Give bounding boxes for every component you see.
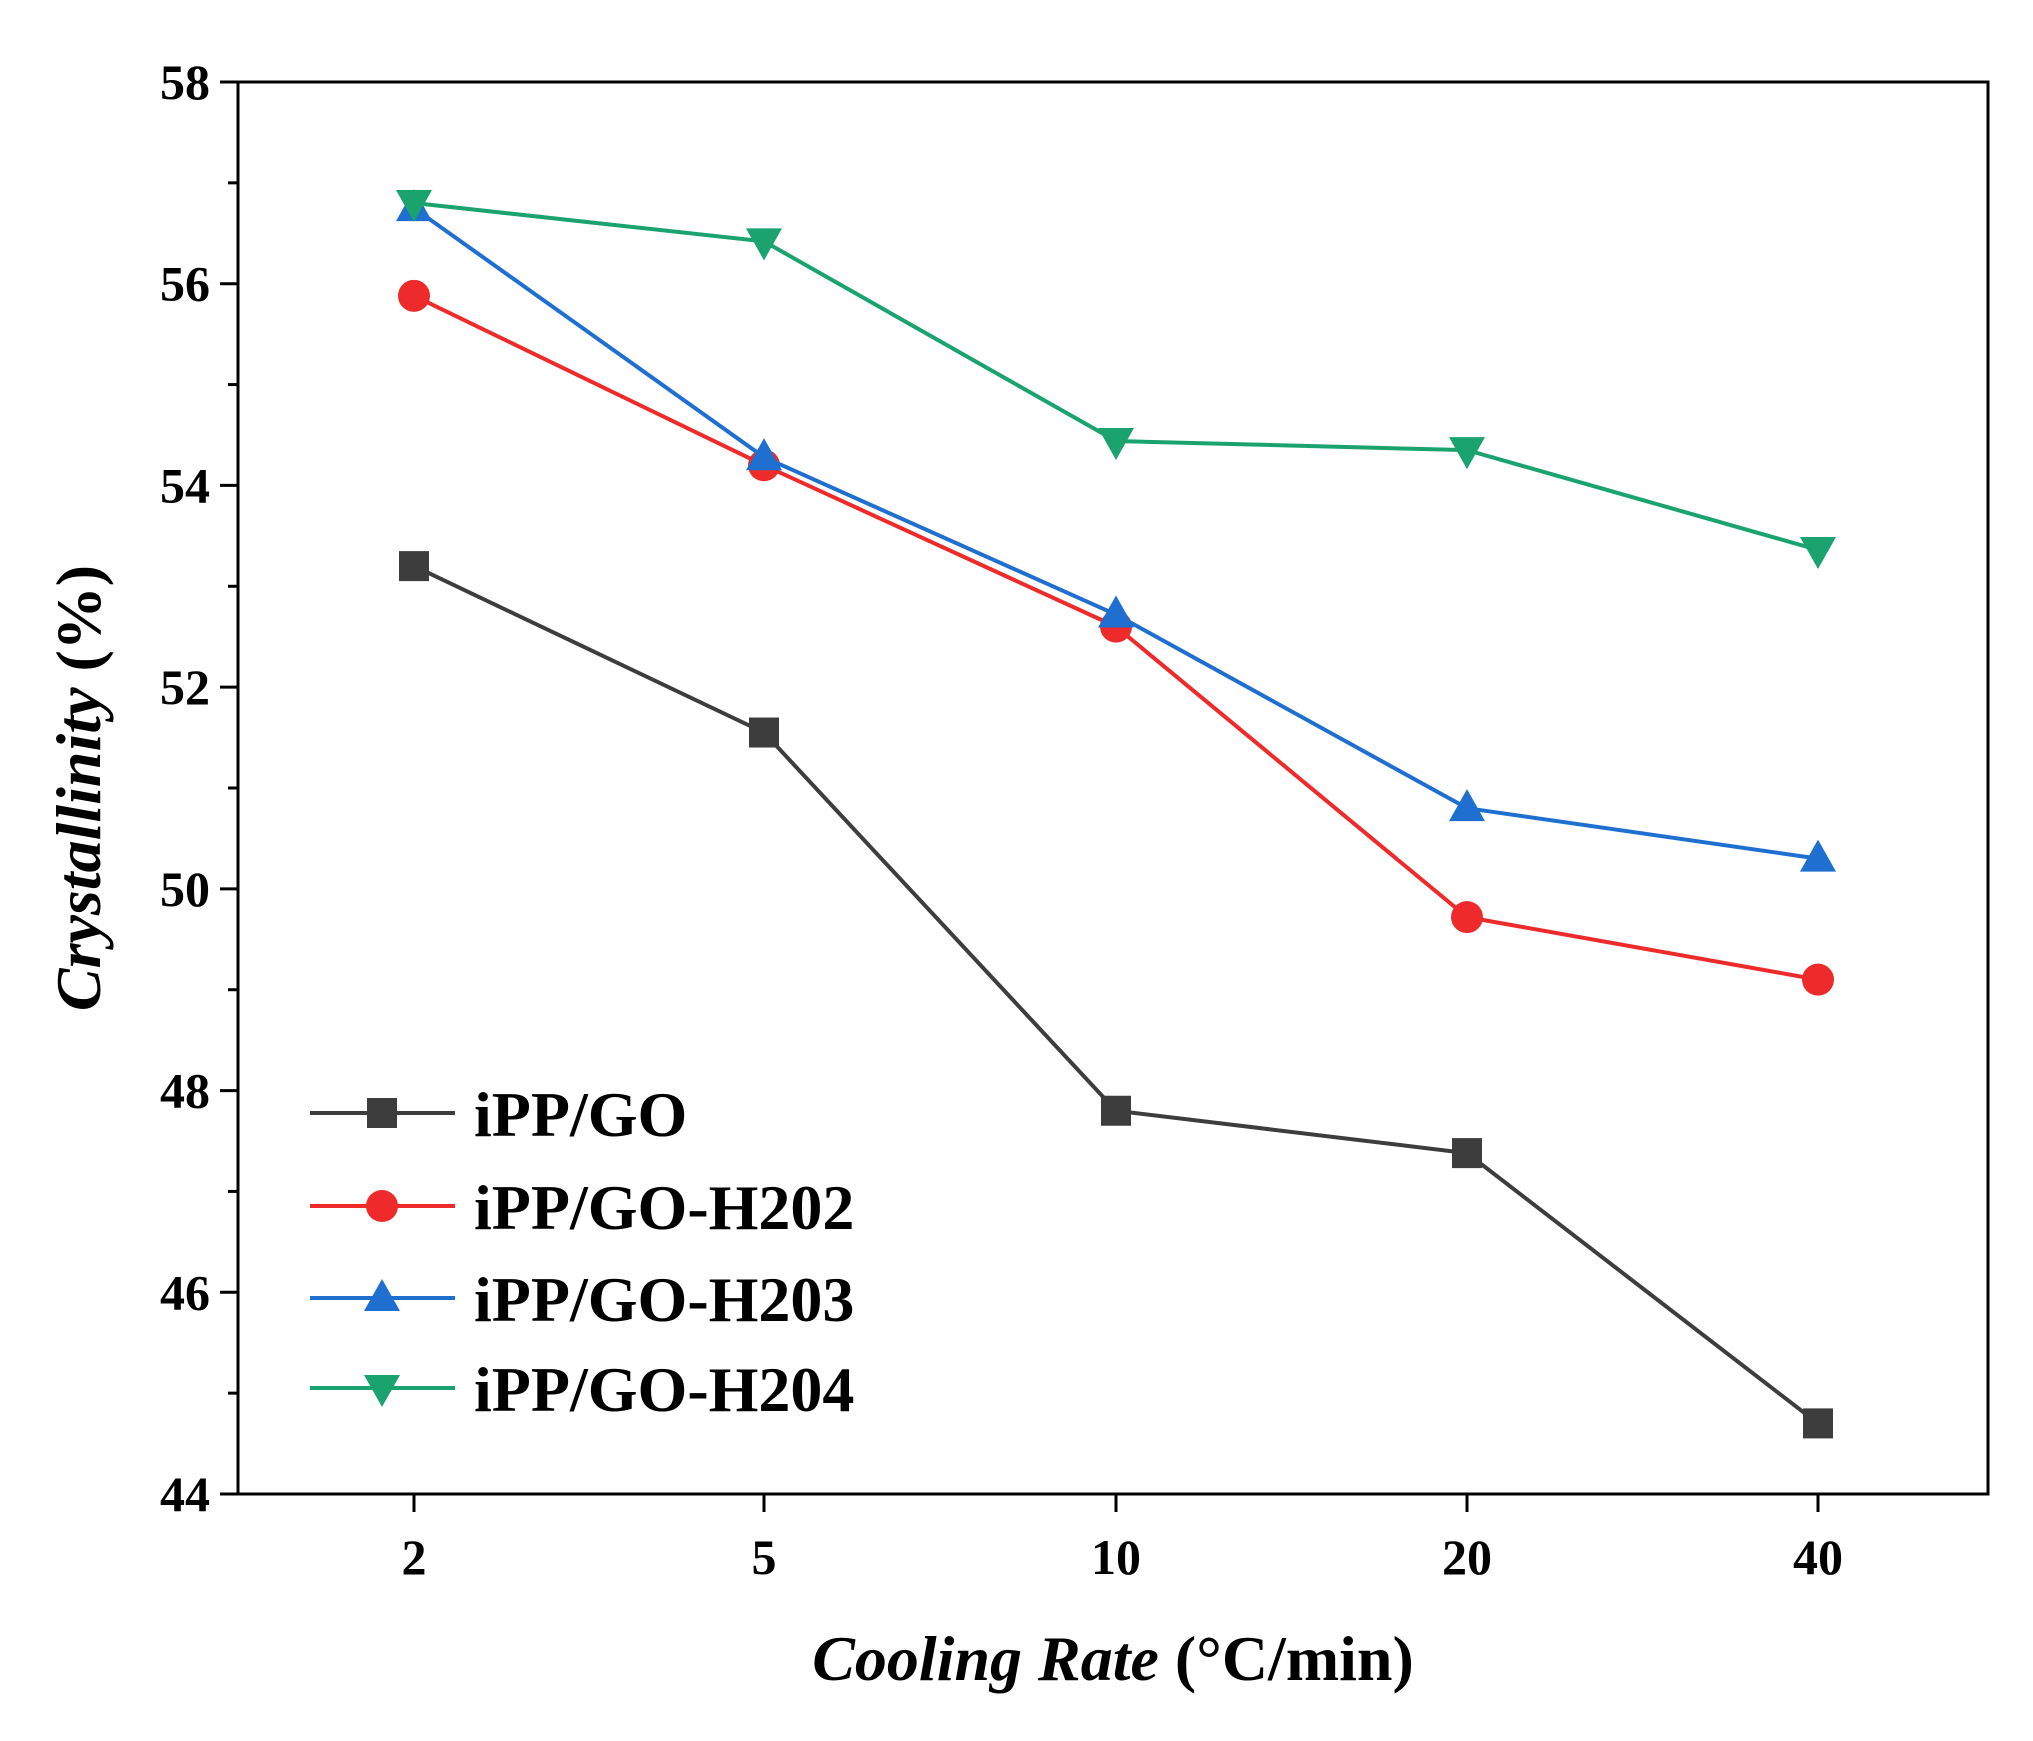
legend-entry: iPP/GO bbox=[310, 1079, 687, 1150]
legend-marker bbox=[367, 1098, 397, 1128]
series-ipp-go bbox=[399, 551, 1833, 1439]
x-axis-title: Cooling Rate (°C/min) bbox=[812, 1623, 1414, 1694]
y-axis-title: Crystallinity (%) bbox=[43, 565, 114, 1011]
y-tick-label: 54 bbox=[160, 457, 210, 513]
x-tick-label: 2 bbox=[402, 1529, 427, 1585]
series-ipp-go-h204 bbox=[396, 190, 1836, 569]
series-line bbox=[412, 206, 1819, 861]
series-layer bbox=[396, 189, 1836, 1439]
data-point bbox=[1802, 963, 1834, 996]
legend-entry: iPP/GO-H203 bbox=[310, 1264, 854, 1335]
y-tick-label: 44 bbox=[160, 1466, 210, 1522]
series-ipp-go-h203 bbox=[396, 189, 1836, 872]
x-tick-label: 40 bbox=[1793, 1529, 1843, 1585]
legend-label: iPP/GO-H203 bbox=[474, 1264, 854, 1335]
legend: iPP/GO iPP/GO-H202 iPP/GO-H203 iPP/GO-H204 bbox=[310, 1079, 854, 1425]
legend-entry: iPP/GO-H204 bbox=[310, 1354, 854, 1425]
legend-entry: iPP/GO-H202 bbox=[310, 1172, 854, 1243]
y-tick-label: 58 bbox=[160, 54, 210, 110]
y-tick-label: 50 bbox=[160, 861, 210, 917]
y-axis-title-unit: (%) bbox=[43, 565, 114, 688]
y-tick-label: 48 bbox=[160, 1063, 210, 1119]
x-axis-title-main: Cooling Rate bbox=[812, 1623, 1159, 1694]
axis-ticks: 44 46 48 50 52 54 56 58 2 5 10 20 40 bbox=[160, 54, 1843, 1585]
x-tick-label: 20 bbox=[1442, 1529, 1492, 1585]
data-point bbox=[1800, 536, 1836, 569]
legend-label: iPP/GO-H204 bbox=[474, 1354, 854, 1425]
legend-marker bbox=[366, 1190, 398, 1222]
data-point bbox=[398, 279, 430, 312]
data-point bbox=[746, 228, 782, 261]
series-ipp-go-h202 bbox=[398, 279, 1834, 996]
data-point bbox=[1449, 437, 1485, 470]
series-line bbox=[413, 201, 1819, 552]
data-point bbox=[396, 190, 432, 223]
y-tick-label: 52 bbox=[160, 659, 210, 715]
legend-marker bbox=[364, 1279, 400, 1311]
y-axis-title-main: Crystallinity bbox=[43, 687, 114, 1011]
data-point bbox=[749, 717, 779, 748]
x-tick-label: 5 bbox=[752, 1529, 777, 1585]
data-point bbox=[746, 438, 782, 471]
data-point bbox=[1800, 839, 1836, 872]
data-point bbox=[1452, 1138, 1482, 1169]
data-point bbox=[1098, 595, 1134, 628]
legend-label: iPP/GO bbox=[474, 1079, 687, 1150]
data-point bbox=[399, 551, 429, 582]
legend-label: iPP/GO-H202 bbox=[474, 1172, 854, 1243]
y-tick-label: 46 bbox=[160, 1264, 210, 1320]
data-point bbox=[1098, 428, 1134, 461]
data-point bbox=[1101, 1095, 1131, 1126]
x-tick-label: 10 bbox=[1091, 1529, 1141, 1585]
data-point bbox=[1803, 1408, 1833, 1439]
x-axis-title-unit: (°C/min) bbox=[1159, 1623, 1414, 1694]
data-point bbox=[1449, 789, 1485, 822]
data-point bbox=[1451, 901, 1483, 934]
y-tick-label: 56 bbox=[160, 256, 210, 312]
legend-marker bbox=[364, 1375, 400, 1407]
